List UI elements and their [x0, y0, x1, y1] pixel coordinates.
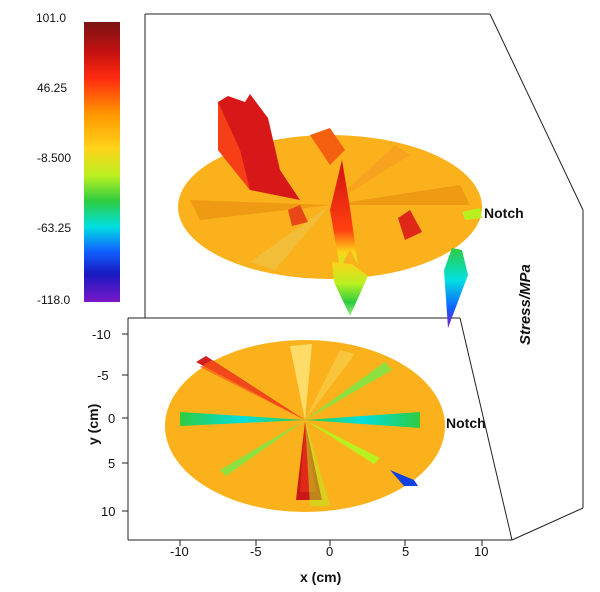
- surface-sector-shade: [330, 145, 410, 205]
- map-wedge-green: [305, 362, 392, 420]
- surface-ridge: [288, 205, 308, 226]
- notch-label-top: Notch: [484, 205, 524, 221]
- stress-map-2d: [165, 340, 445, 512]
- colorbar-tick-label: 101.0: [36, 11, 66, 25]
- surface-sector-shade: [190, 200, 330, 220]
- map-wedge-blue: [390, 470, 418, 486]
- y-tick-label: 0: [108, 411, 115, 426]
- map-wedge-red: [200, 360, 305, 420]
- map-wedge-green: [180, 412, 305, 426]
- colorbar-tick-label: -63.25: [37, 221, 71, 235]
- notch-label-bottom: Notch: [446, 415, 486, 431]
- map-wedge-green: [305, 420, 380, 464]
- y-tick-label: 5: [108, 456, 115, 471]
- x-tick-label: 10: [474, 544, 488, 559]
- x-tick-label: -10: [170, 544, 189, 559]
- colorbar: 101.0 46.25 -8.500 -63.25 -118.0: [36, 11, 120, 307]
- surface-notch-edge: [462, 208, 482, 220]
- colorbar-tick-label: 46.25: [37, 81, 67, 95]
- surface-peak-shade: [218, 102, 250, 190]
- surface-ridge: [310, 128, 345, 165]
- x-axis: -10 -5 0 5 10 x (cm): [170, 540, 488, 585]
- x-tick-label: 5: [402, 544, 409, 559]
- box-frame: [128, 13, 584, 541]
- z-axis-label: Stress/MPa: [517, 264, 534, 345]
- y-tick-label: -5: [97, 368, 109, 383]
- surface-dip: [332, 262, 368, 316]
- surface-3d: [178, 94, 482, 328]
- map-wedge-light: [290, 344, 312, 420]
- y-axis-label: y (cm): [85, 404, 101, 445]
- surface-sector-shade: [330, 185, 470, 205]
- x-tick-label: -5: [250, 544, 262, 559]
- surface-dip-blue: [444, 248, 468, 328]
- surface-ridge: [398, 210, 422, 240]
- map-wedge-green: [305, 412, 420, 428]
- surface-sector-shade: [250, 205, 330, 270]
- map-wedge-light: [305, 350, 355, 420]
- map-wedge-light: [305, 420, 330, 506]
- x-axis-label: x (cm): [300, 569, 341, 585]
- y-tick-label: 10: [101, 504, 115, 519]
- colorbar-tick-label: -8.500: [37, 151, 71, 165]
- colorbar-gradient: [84, 22, 120, 302]
- y-axis: -10 -5 0 5 10 y (cm): [85, 318, 129, 540]
- colorbar-tick-label: -118.0: [37, 293, 70, 307]
- map-wedge-green: [220, 420, 305, 476]
- surface-spike: [330, 160, 358, 268]
- y-tick-label: -10: [92, 327, 111, 342]
- x-tick-label: 0: [326, 544, 333, 559]
